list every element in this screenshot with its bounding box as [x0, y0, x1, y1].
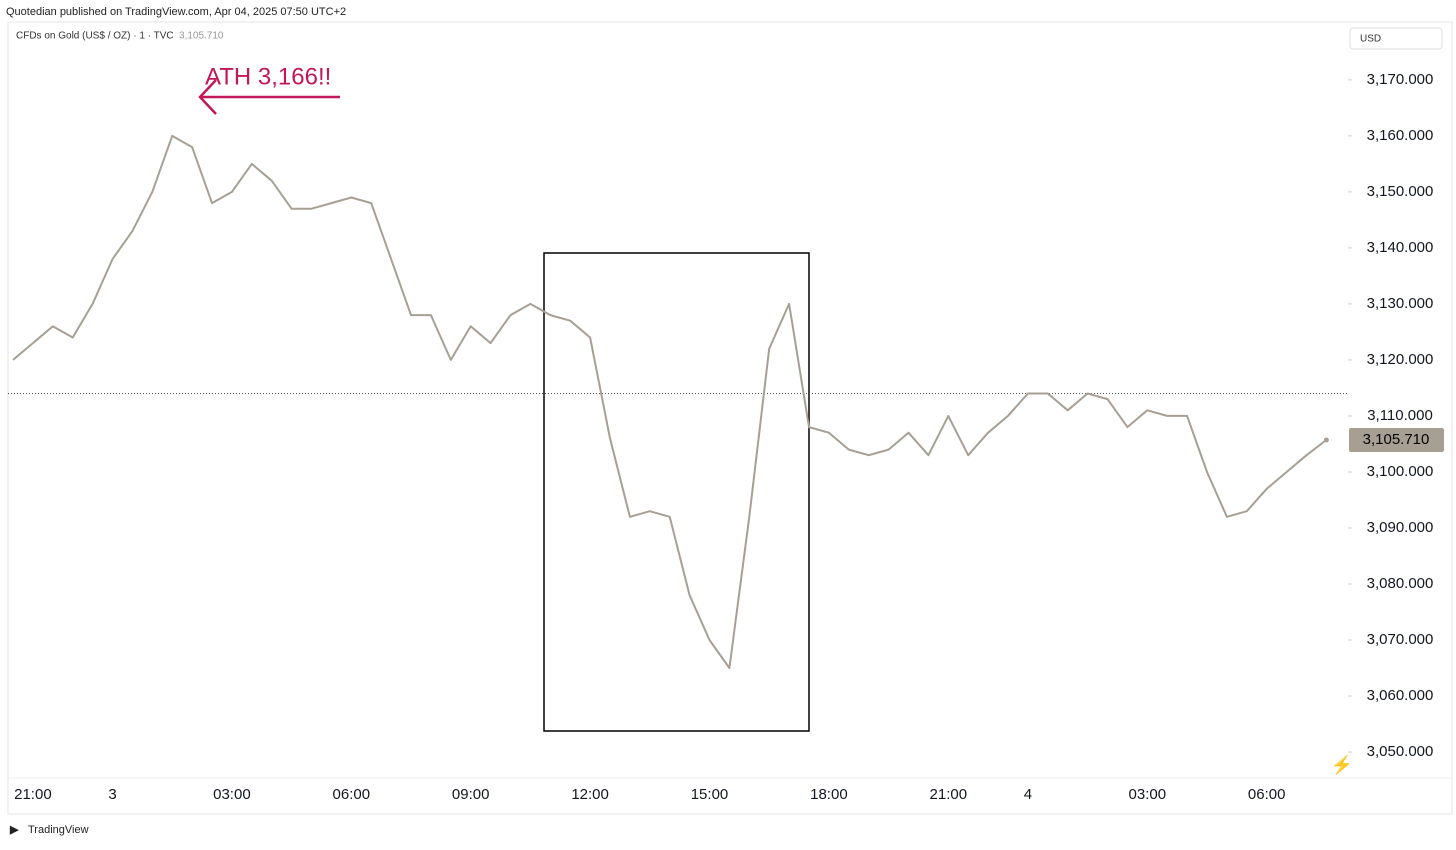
y-tick-label: 3,110.000 [1367, 407, 1433, 424]
y-tick-label: 3,050.000 [1367, 743, 1434, 760]
y-tick-label: 3,130.000 [1367, 295, 1434, 312]
y-tick-label: 3,070.000 [1367, 631, 1434, 648]
price-tag [1349, 427, 1444, 452]
x-tick-label: 21:00 [14, 786, 52, 803]
brand-logo: ▶ [9, 824, 19, 836]
currency: USD [1360, 34, 1381, 45]
x-tick-label: 09:00 [452, 786, 490, 803]
icon[interactable]: ⚡ [1331, 754, 1353, 776]
highlight-box [543, 252, 810, 732]
x-tick-label: 06:00 [333, 786, 371, 803]
price-tag-label: 3,105.710 [1363, 431, 1430, 448]
y-tick-label: 3,140.000 [1367, 239, 1434, 256]
y-tick-label: 3,150.000 [1367, 183, 1434, 200]
x-tick-label: 4 [1024, 786, 1032, 803]
x-tick-label: 03:00 [1129, 786, 1167, 803]
currency-box[interactable] [1349, 27, 1443, 50]
y-tick-label: 3,080.000 [1367, 575, 1434, 592]
x-tick-label: 06:00 [1248, 786, 1286, 803]
y-tick-label: 3,170.000 [1367, 71, 1434, 88]
x-tick-label: 15:00 [691, 786, 729, 803]
y-tick-label: 3,120.000 [1367, 351, 1434, 368]
annotation: ATH 3,166!! [205, 63, 331, 90]
x-tick-label: 3 [108, 786, 116, 803]
y-tick-label: 3,060.000 [1367, 687, 1434, 704]
price-line [12, 134, 1328, 669]
y-tick-label: 3,090.000 [1367, 519, 1434, 536]
x-tick-label: 12:00 [571, 786, 609, 803]
x-tick-label: 21:00 [930, 786, 968, 803]
x-tick-label: 18:00 [810, 786, 848, 803]
y-tick-label: 3,100.000 [1367, 463, 1434, 480]
symbol: CFDs on Gold (US$ / OZ) · 1 · TVC [16, 31, 174, 42]
y-tick-label: 3,160.000 [1367, 127, 1434, 144]
last-point [1323, 437, 1329, 443]
x-tick-label: 03:00 [213, 786, 251, 803]
publisher: Quotedian published on TradingView.com, … [6, 6, 346, 18]
brand: TradingView [28, 824, 89, 836]
chart-frame [7, 21, 1453, 815]
header-price: 3,105.710 [179, 31, 224, 42]
annotation-arrowhead [198, 79, 217, 115]
